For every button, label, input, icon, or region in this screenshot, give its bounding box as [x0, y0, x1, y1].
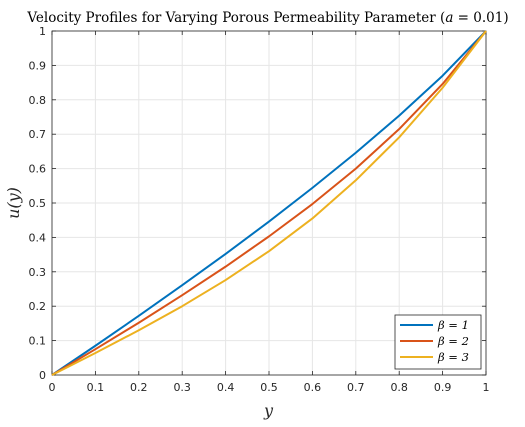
legend-label-2: β = 2 [437, 334, 469, 348]
series-line-3 [51, 30, 487, 376]
y-axis-label: u(y) [4, 187, 23, 219]
series-line-2 [51, 30, 487, 376]
x-tick-label: 0.8 [390, 381, 408, 394]
y-tick-label: 0.7 [29, 128, 47, 141]
plot-area: 0 0.1 0.2 0.3 0.4 0.5 0.6 0.7 0.8 0.9 1 0 0.1 0.2 0.3 0… [29, 25, 490, 394]
y-tick-label: 0.9 [29, 59, 47, 72]
y-tick-label: 0.1 [29, 335, 47, 348]
y-tick-label: 0.3 [29, 266, 47, 279]
y-tick-label: 1 [39, 25, 46, 38]
x-tick-label: 1 [483, 381, 490, 394]
x-tick-label: 0.2 [130, 381, 148, 394]
x-tick-label: 0.3 [173, 381, 191, 394]
series-line-1 [51, 30, 487, 376]
y-tick-label: 0.6 [29, 163, 47, 176]
x-axis-label: y [263, 401, 274, 420]
x-tick-label: 0.1 [87, 381, 105, 394]
x-tick-label: 0.6 [304, 381, 322, 394]
y-tick-label: 0.2 [29, 300, 47, 313]
y-tick-label: 0.4 [29, 231, 47, 244]
x-tick-label: 0.5 [260, 381, 278, 394]
legend-label-3: β = 3 [437, 350, 469, 364]
chart-title: Velocity Profiles for Varying Porous Per… [26, 10, 508, 26]
y-tick-label: 0.5 [29, 197, 47, 210]
y-tick-label: 0 [39, 369, 46, 382]
x-tick-label: 0.4 [217, 381, 235, 394]
legend-label-1: β = 1 [437, 318, 469, 332]
y-tick-label: 0.8 [29, 94, 47, 107]
x-tick-label: 0.7 [347, 381, 365, 394]
x-tick-label: 0 [49, 381, 56, 394]
x-tick-label: 0.9 [434, 381, 452, 394]
